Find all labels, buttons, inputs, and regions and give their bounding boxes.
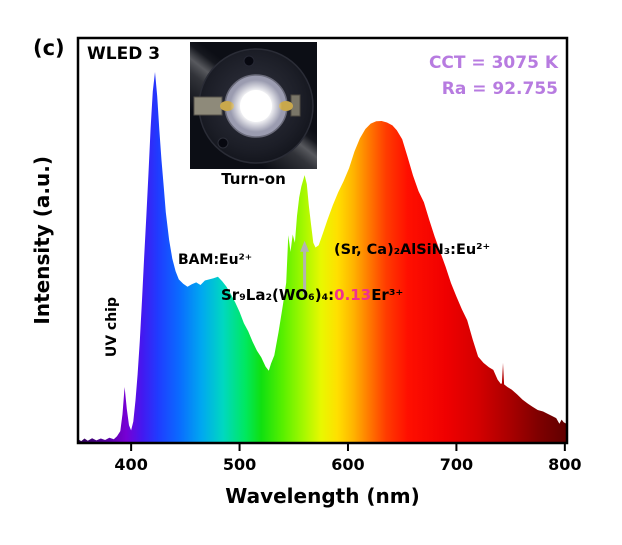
- emission-spectrum-area: [78, 72, 567, 443]
- x-axis-tick-label: 800: [548, 455, 581, 474]
- screw-hole: [243, 55, 255, 67]
- y-axis-title: Intensity (a.u.): [30, 156, 54, 325]
- panel-letter: (c): [33, 36, 65, 60]
- cct-ra-block: CCT = 3075 K Ra = 92.755: [429, 50, 558, 103]
- electrode-tab: [193, 96, 223, 116]
- sample-title: WLED 3: [87, 44, 161, 64]
- inset-caption: Turn-on: [221, 170, 286, 188]
- led-emitter: [240, 90, 272, 122]
- er-formula-prefix: Sr₉La₂(WO₆)₄:: [221, 286, 335, 304]
- er-peak-arrow-icon: [300, 240, 310, 295]
- nitride-phosphor-label: (Sr, Ca)₂AlSiN₃:Eu²⁺: [334, 242, 491, 258]
- er-formula-suffix: Er³⁺: [371, 286, 404, 304]
- x-axis-ticks: 400 500 600 700 800: [114, 443, 582, 474]
- ra-value: Ra = 92.755: [441, 79, 558, 100]
- led-photo-inset: [190, 42, 317, 169]
- x-axis-title: Wavelength (nm): [225, 484, 420, 508]
- screw-hole: [217, 137, 229, 149]
- bam-phosphor-label: BAM:Eu²⁺: [178, 252, 253, 268]
- gold-contact: [279, 101, 293, 111]
- x-axis-tick-label: 600: [331, 455, 364, 474]
- plot-frame: [76, 36, 569, 445]
- x-axis-tick-label: 500: [223, 455, 256, 474]
- cct-value: CCT = 3075 K: [428, 53, 558, 73]
- er-phosphor-label: Sr₉La₂(WO₆)₄:0.13Er³⁺: [221, 286, 403, 304]
- x-axis-tick-label: 400: [114, 455, 147, 474]
- er-doping-concentration: 0.13: [334, 286, 372, 304]
- x-axis-tick-label: 700: [440, 455, 473, 474]
- uv-chip-label: UV chip: [104, 297, 120, 358]
